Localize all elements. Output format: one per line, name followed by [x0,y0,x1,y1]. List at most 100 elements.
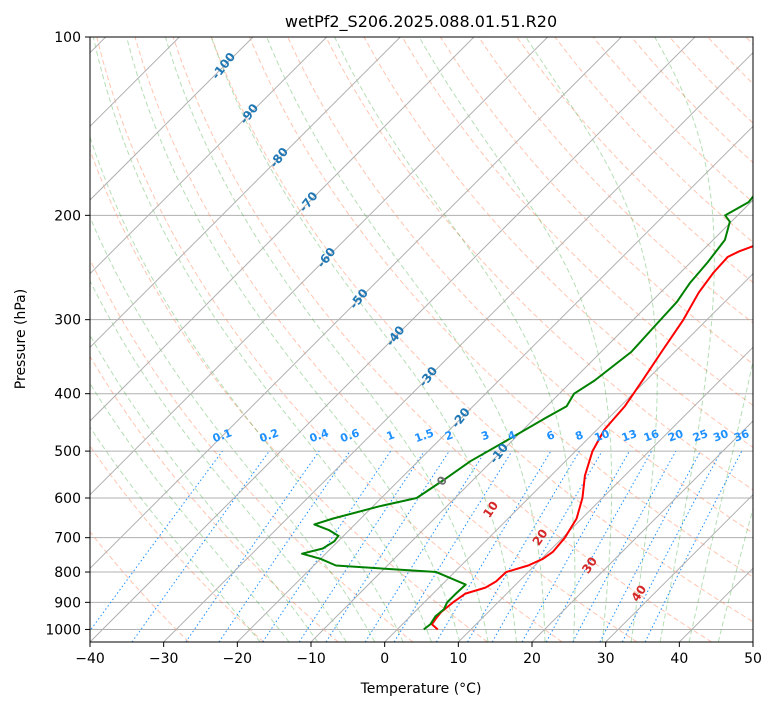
mixing-ratio-label: 1.5 [413,426,436,445]
dry-adiabat [516,37,753,284]
x-tick-label: 20 [523,651,541,667]
mixing-ratio-line [185,450,320,642]
y-tick-label: 100 [54,30,81,46]
dry-adiabat [90,148,488,642]
mixing-ratio-label: 13 [620,427,639,444]
mixing-ratio-label: 0.6 [339,426,362,445]
isotherm [90,37,696,642]
mixing-ratio-lines [90,450,743,642]
moist-adiabat [90,382,290,642]
moist-adiabat [164,37,489,642]
mixing-ratio-line [90,450,223,632]
isotherm [457,346,753,642]
dry-adiabat [249,37,753,578]
isotherm [90,37,475,422]
dry-adiabat [592,37,753,203]
isotherm [163,51,753,642]
x-tick-label: −10 [296,651,326,667]
skewed-isotherms [90,37,753,642]
x-tick-label: 40 [670,651,688,667]
mixing-ratio-line [599,450,701,642]
dry-adiabat [287,37,753,534]
sounding-profiles [301,195,753,631]
isotherm [90,37,328,275]
y-tick-label: 300 [54,313,81,329]
mixing-ratio-label: 25 [691,427,710,444]
moist-adiabat [654,37,715,642]
isotherm [678,567,753,642]
y-tick-label: 500 [54,444,81,460]
mixing-ratio-label: 4 [506,428,518,443]
mixing-ratio-label: 0.1 [211,426,234,445]
x-tick-label: −30 [149,651,179,667]
dry-adiabats [90,37,753,642]
mixing-ratio-label: 20 [666,427,685,445]
mixing-ratio-label: 3 [479,428,491,443]
isotherm [384,272,753,642]
moist-adiabats [90,37,753,642]
mixing-ratio-label: 6 [545,428,557,443]
moist-adiabat [90,135,404,642]
dry-adiabat [90,531,190,642]
mixing-ratio-line [131,450,270,642]
mixing-ratio-label: 36 [732,427,751,445]
moist-adiabat [334,37,576,642]
mixing-ratio-label: 10 [593,427,612,445]
isotherm [90,37,254,201]
x-tick-label: 50 [744,651,762,667]
isotherm [531,420,753,642]
moist-adiabat [126,37,461,642]
dry-adiabat [96,37,563,642]
isotherm [605,493,753,642]
mixing-ratio-label: 30 [711,427,730,445]
y-tick-label: 600 [54,491,81,507]
mixing-ratio-line [325,450,450,642]
plot-area: -100-90-80-70-60-50-40-30-20-10010203040… [90,37,753,642]
moist-adiabat-label: 20 [530,527,551,549]
x-tick-label: −40 [75,651,105,667]
moist-adiabat [90,426,261,642]
x-tick-label: 0 [380,651,389,667]
dry-adiabat [669,37,753,124]
mixing-ratio-line [262,450,392,642]
mixing-ratio-line [298,450,425,642]
mixing-ratio-line [644,450,743,642]
moist-adiabat [266,37,546,642]
x-tick-label: 10 [449,651,467,667]
dry-adiabat [439,37,753,365]
y-tick-label: 1000 [45,622,81,638]
dewpoint-profile [301,195,753,631]
x-axis-label: Temperature (°C) [360,681,482,697]
y-tick-label: 900 [54,595,81,611]
dry-adiabat [325,37,753,491]
chart-title: wetPf2_S206.2025.088.01.51.R20 [285,12,557,32]
dry-adiabat [90,355,339,642]
x-tick-label: −20 [223,651,253,667]
moist-adiabat [90,334,319,642]
isotherm [90,37,549,496]
dry-adiabat [401,37,753,406]
isotherm [310,199,753,642]
dry-adiabat [210,37,753,623]
y-tick-label: 400 [54,387,81,403]
isotherm [752,641,753,642]
mixing-ratio-line [435,450,552,642]
dry-adiabat [478,37,753,324]
mixing-ratio-label: 8 [573,428,585,443]
dry-adiabat-label: -100 [209,50,239,82]
mixing-ratio-line [393,450,513,642]
moist-adiabat [418,37,613,642]
moist-adiabat [688,358,753,642]
mixing-ratio-line [218,450,351,642]
y-axis-label: Pressure (hPa) [13,289,29,389]
mixing-ratio-label: 0.2 [258,426,281,445]
moist-adiabat [92,37,432,642]
mixing-ratio-label: 1 [385,428,397,443]
mixing-ratio-label: 0.4 [308,426,331,445]
dry-adiabat [172,37,712,642]
moist-adiabat-label: 30 [579,554,600,576]
mixing-ratio-label: 2 [443,428,455,443]
moist-adiabat-label: 10 [480,499,501,521]
isotherm [90,37,401,349]
